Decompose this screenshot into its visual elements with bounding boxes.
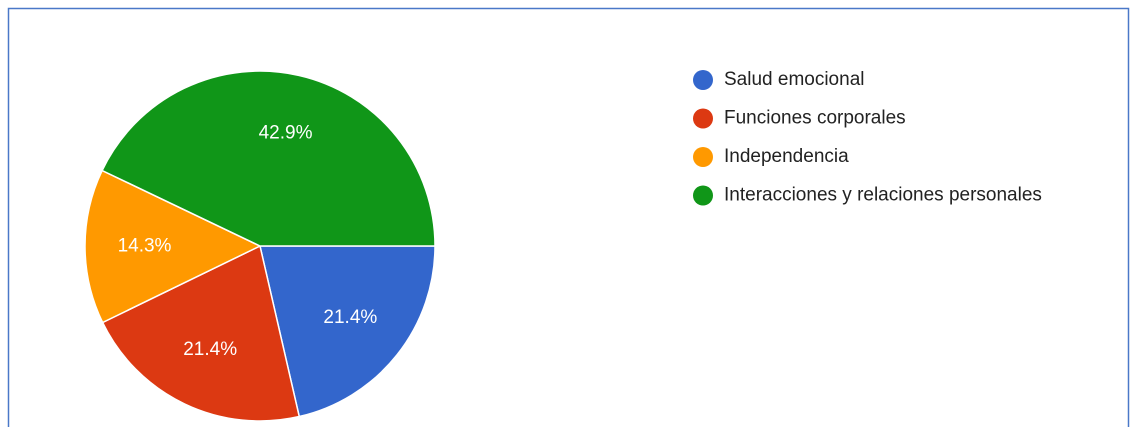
slice-label: 14.3%	[118, 235, 172, 256]
legend-swatch	[693, 108, 713, 129]
pie-slice	[259, 245, 436, 418]
legend-swatch	[693, 147, 713, 167]
legend-label: Funciones corporales	[724, 108, 906, 129]
pie-slice	[84, 169, 262, 324]
legend-label: Salud emocional	[724, 69, 864, 90]
slice-label: 21.4%	[323, 307, 377, 328]
legend-swatch	[693, 70, 713, 90]
legend-label: Interacciones y relaciones personales	[724, 185, 1042, 206]
pie-slice	[101, 70, 436, 247]
slice-label: 21.4%	[183, 339, 237, 360]
pie-slice	[101, 244, 301, 422]
legend-swatch	[693, 185, 713, 206]
legend-label: Independencia	[724, 146, 849, 167]
slice-label: 42.9%	[259, 122, 313, 143]
frame	[7, 7, 1130, 427]
